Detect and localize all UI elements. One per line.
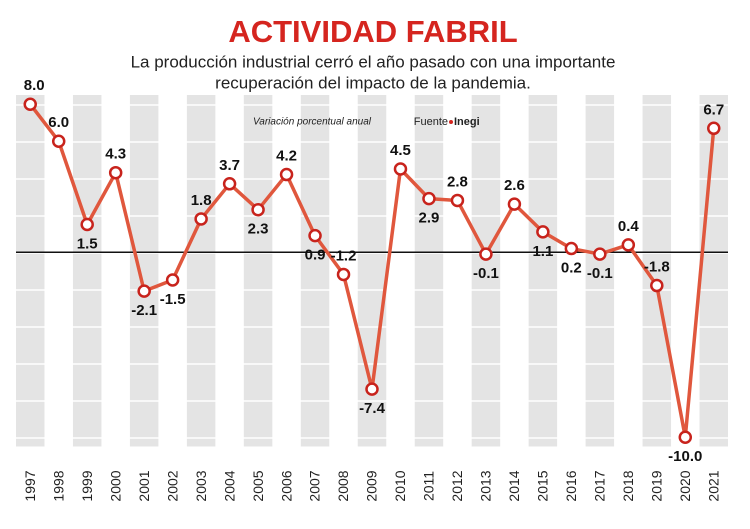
value-label: -1.5 [160,291,186,308]
value-label: -10.0 [668,448,702,465]
x-tick-label: 2007 [307,470,323,501]
point [707,121,721,136]
x-tick-label: 2001 [136,470,152,501]
point [479,247,493,261]
value-label: 2.9 [419,210,440,227]
value-label: 1.1 [532,243,553,260]
value-label: 0.2 [561,260,582,277]
chart-title: ACTIVIDAD FABRIL [228,14,517,49]
stripe [300,95,330,447]
value-label: 4.2 [276,148,297,165]
x-tick-label: 2021 [705,470,721,501]
point [450,193,465,208]
point [194,212,208,226]
point [621,238,636,252]
value-label: 0.4 [618,218,640,235]
value-label: -0.1 [473,265,499,282]
stripe [72,95,102,447]
point [678,430,693,444]
x-tick-label: 2003 [193,470,209,501]
value-label: 2.6 [504,177,525,194]
value-label: -1.8 [644,259,670,276]
value-label: 4.3 [105,146,126,163]
value-label: 1.8 [191,192,212,209]
plot-background [16,95,728,447]
value-label: 6.0 [48,114,69,131]
value-label: -7.4 [359,400,386,417]
point [51,134,66,148]
x-tick-label: 2020 [677,470,693,501]
point [507,197,522,211]
x-tick-label: 2010 [392,470,408,501]
source: Inegi [454,116,480,128]
point [564,241,579,256]
stripe [129,95,159,447]
x-tick-label: 1998 [50,470,66,501]
x-tick-label: 1997 [22,470,38,501]
x-tick-label: 2004 [221,470,237,501]
chart-subtitle: recuperación del impacto de la pandemia. [215,73,531,92]
y-axis-label: Variación porcentual anual [253,117,372,128]
stripe [528,95,558,447]
stripe [243,95,273,447]
point [23,97,37,111]
value-label: 8.0 [24,77,45,94]
x-tick-label: 2002 [164,470,180,501]
point [593,247,607,261]
x-tick-label: 2014 [506,470,522,501]
point [650,278,664,293]
stripe [699,95,728,447]
point [137,284,151,298]
x-tick-label: 1999 [79,470,95,501]
stripe [186,95,216,447]
stripe [16,95,45,447]
value-label: 0.9 [305,247,326,264]
point [308,228,322,243]
x-tick-label: 2008 [335,470,351,501]
x-tick-label: 2005 [250,470,266,501]
source-dot [449,120,453,124]
value-label: -0.1 [587,265,613,282]
value-label: 3.7 [219,157,240,174]
point [165,273,180,287]
point [536,225,550,239]
value-label: 1.5 [77,235,98,252]
value-label: -1.2 [331,247,357,264]
x-tick-label: 2015 [535,470,551,501]
value-label: 4.5 [390,142,411,159]
x-tick-label: 2019 [649,470,665,501]
point [279,167,294,182]
value-label: 6.7 [703,101,724,118]
stripe [471,95,501,447]
point [365,382,379,396]
x-tick-label: 2016 [563,470,579,501]
stripe [414,95,444,447]
x-tick-label: 2011 [421,471,437,501]
value-label: 2.3 [248,221,269,238]
stripe [585,95,615,447]
point [336,267,351,282]
point [422,191,436,206]
source-label: Fuente [414,116,448,128]
point [222,177,237,191]
x-tick-label: 2009 [364,470,380,501]
chart-subtitle: La producción industrial cerró el año pa… [131,52,616,71]
point [393,162,408,176]
x-tick-label: 2000 [107,470,123,501]
x-tick-label: 2006 [278,470,294,501]
point [80,217,94,232]
value-label: -2.1 [131,302,157,319]
x-tick-label: 2013 [478,470,494,501]
x-tick-label: 2012 [449,470,465,501]
point [251,202,265,217]
point [108,165,123,180]
x-tick-label: 2017 [592,470,608,501]
x-tick-label: 2018 [620,470,636,501]
value-label: 2.8 [447,173,468,190]
